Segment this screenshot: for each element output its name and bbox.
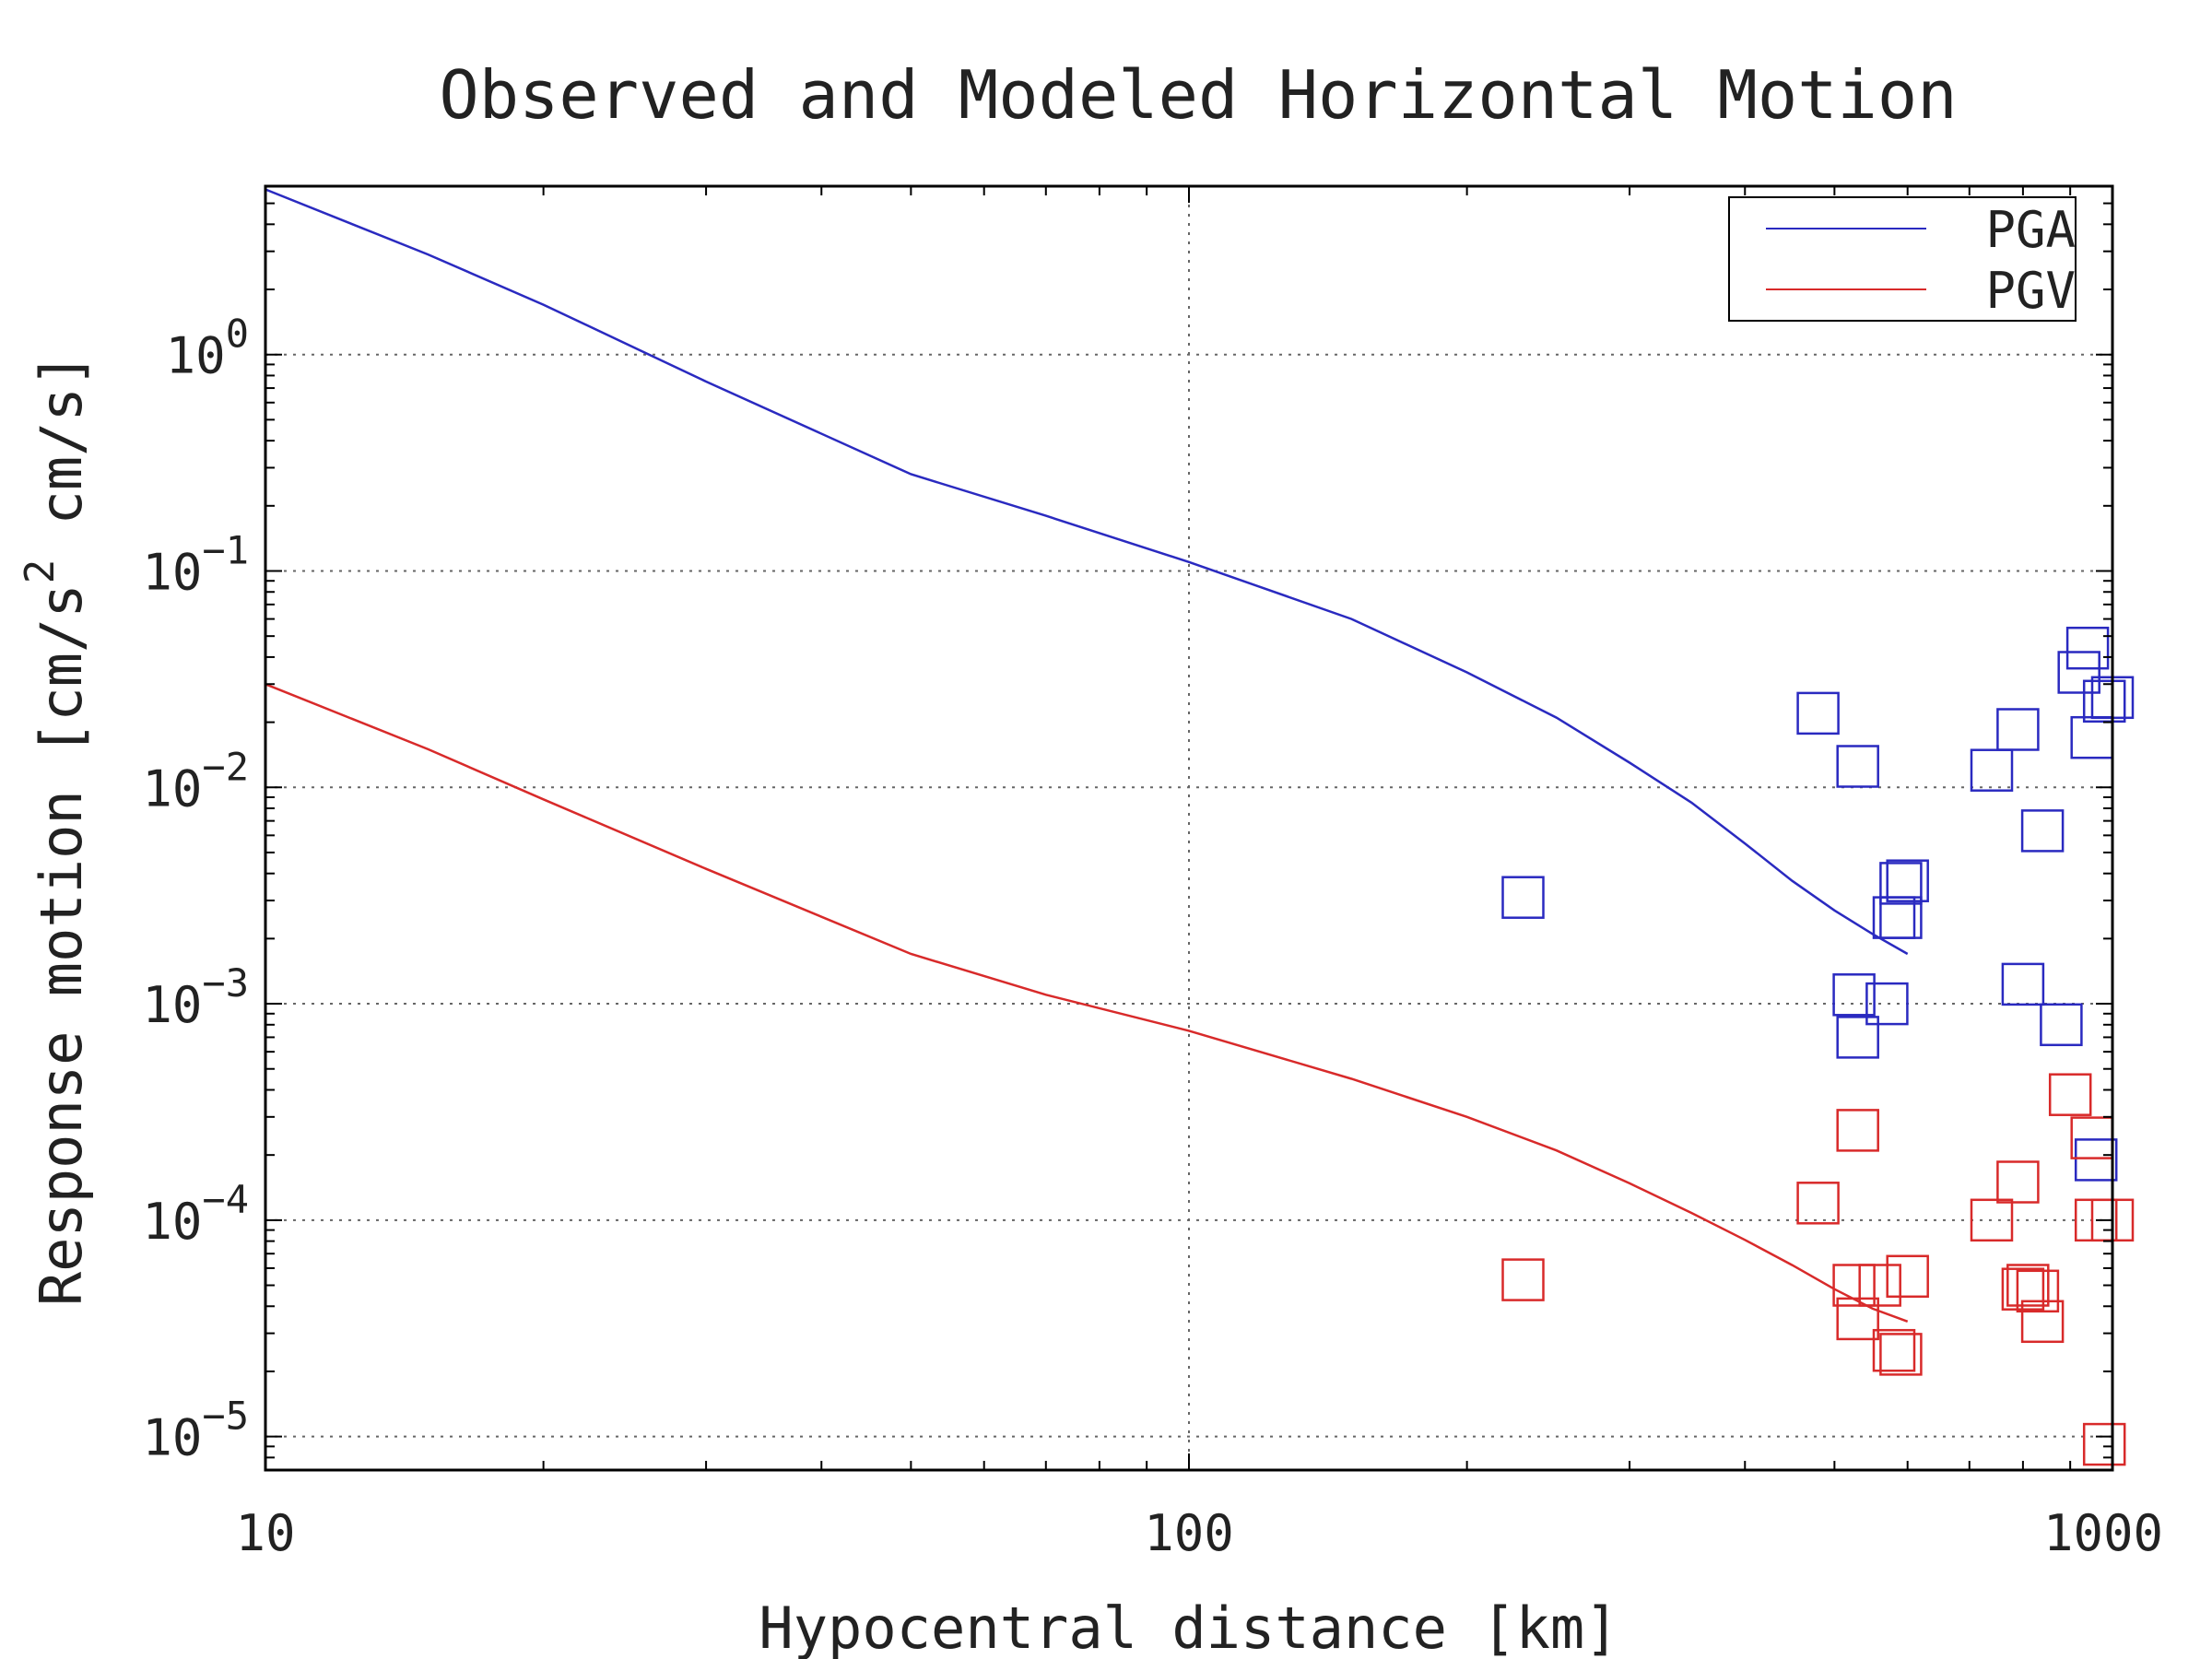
- legend-pgv-label: PGV: [1985, 262, 2076, 320]
- pga-observed-point: [1879, 896, 1923, 939]
- pgv-model-line: [265, 683, 1909, 1323]
- pgv-observed-point: [2082, 1422, 2126, 1466]
- pga-observed-point: [1836, 1016, 1879, 1059]
- pga-observed-point: [1865, 982, 1909, 1026]
- pga-observed-point: [1879, 862, 1923, 905]
- x-tick-label: 100: [1144, 1504, 1234, 1562]
- legend-box: [1728, 196, 2077, 322]
- pga-observed-point: [2074, 1138, 2118, 1182]
- pgv-observed-point: [1886, 1254, 1929, 1299]
- pgv-observed-point: [1996, 1160, 2040, 1204]
- plot-area: [265, 188, 2135, 1466]
- pga-observed-point: [2065, 626, 2110, 670]
- pgv-observed-point: [2048, 1073, 2092, 1116]
- legend: PGA PGV: [1728, 196, 2077, 322]
- pgv-observed-point: [1501, 1258, 1545, 1301]
- axis-ticks: [265, 186, 2113, 1470]
- y-tick-label: 10−2: [142, 744, 249, 818]
- x-tick-label: 1000: [2043, 1504, 2163, 1562]
- y-axis-tick-labels: 100 10−1 10−2 10−3 10−4 10−5: [142, 312, 249, 1467]
- x-tick-label: 10: [235, 1504, 295, 1562]
- grid: [265, 186, 2112, 1470]
- chart-title: Observed and Modeled Horizontal Motion: [439, 56, 1957, 134]
- pgv-observed-point: [1836, 1109, 1879, 1152]
- pga-observed-point: [1832, 973, 1876, 1017]
- pgv-observed-point: [2020, 1300, 2065, 1344]
- y-tick-label: 10−5: [142, 1394, 249, 1467]
- pga-observed-point: [1996, 708, 2040, 751]
- pga-observed-point: [1886, 859, 1929, 902]
- pgv-observed-point: [1836, 1297, 1879, 1341]
- pgv-observed-point: [2006, 1264, 2050, 1307]
- pgv-observed-point: [2016, 1269, 2060, 1313]
- y-axis-label: Response motion [cm/s2 cm/s]: [17, 353, 95, 1306]
- pga-observed-point: [1970, 748, 2014, 792]
- pgv-observed-point: [1872, 1328, 1916, 1372]
- pga-observed-point: [2082, 679, 2126, 724]
- pga-model-line: [265, 188, 1909, 956]
- pga-observed-point: [1796, 691, 1840, 735]
- pgv-observed-point: [1796, 1182, 1840, 1225]
- y-axis-label-tail: cm/s]: [28, 353, 95, 559]
- x-axis-tick-labels: 10 100 1000: [235, 1504, 2163, 1562]
- pgv-observed-point: [1970, 1198, 2014, 1242]
- pga-observed-point: [2040, 1003, 2083, 1047]
- plot-frame: [264, 184, 2114, 1472]
- pga-observed-point: [2001, 962, 2045, 1006]
- pgv-observed-point: [1879, 1333, 1923, 1376]
- y-tick-label: 100: [166, 312, 249, 385]
- y-axis-label-main: Response motion [cm/s: [28, 583, 95, 1306]
- y-tick-label: 10−3: [142, 960, 249, 1034]
- pgv-observed-point: [1858, 1264, 1901, 1307]
- pgv-observed-point: [1832, 1264, 1876, 1307]
- pga-observed-point: [2070, 715, 2113, 759]
- y-tick-label: 10−1: [142, 527, 249, 601]
- x-axis-label: Hypocentral distance [km]: [759, 1594, 1618, 1659]
- pga-observed-point: [1836, 745, 1879, 788]
- pgv-observed-point: [2070, 1116, 2113, 1159]
- pga-observed-point: [2020, 809, 2065, 853]
- y-axis-label-superscript: 2: [17, 559, 64, 584]
- pga-observed-point: [1501, 876, 1545, 919]
- legend-pga-label: PGA: [1985, 201, 2076, 259]
- y-tick-label: 10−4: [142, 1177, 249, 1251]
- pga-observed-point: [2057, 651, 2100, 694]
